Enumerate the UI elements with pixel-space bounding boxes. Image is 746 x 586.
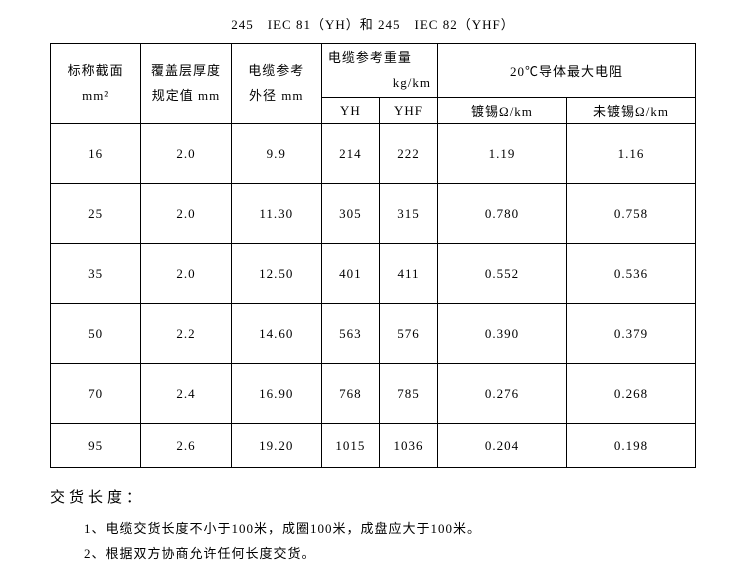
delivery-title: 交货长度： <box>50 486 696 507</box>
table-body: 162.09.92142221.191.16 252.011.303053150… <box>51 124 696 468</box>
spec-table: 标称截面 mm² 覆盖层厚度 规定值 mm 电缆参考 外径 mm <box>50 43 696 468</box>
th-yh: YH <box>321 98 379 124</box>
th-yhf: YHF <box>379 98 437 124</box>
table-row: 252.011.303053150.7800.758 <box>51 184 696 244</box>
page-title: 245 IEC 81（YH）和 245 IEC 82（YHF） <box>50 14 696 33</box>
th-weight: 电缆参考重量 kg/km <box>321 44 437 98</box>
table-row: 952.619.20101510360.2040.198 <box>51 424 696 468</box>
table-row: 702.416.907687850.2760.268 <box>51 364 696 424</box>
note-1: 1、电缆交货长度不小于100米，成圈100米，成盘应大于100米。 <box>84 517 696 542</box>
table-row: 162.09.92142221.191.16 <box>51 124 696 184</box>
th-od: 电缆参考 外径 mm <box>231 44 321 124</box>
delivery-notes: 1、电缆交货长度不小于100米，成圈100米，成盘应大于100米。 2、根据双方… <box>84 517 696 566</box>
th-thickness: 覆盖层厚度 规定值 mm <box>141 44 231 124</box>
table-row: 502.214.605635760.3900.379 <box>51 304 696 364</box>
table-row: 352.012.504014110.5520.536 <box>51 244 696 304</box>
th-untinned: 未镀锡Ω/km <box>566 98 695 124</box>
th-tinned: 镀锡Ω/km <box>437 98 566 124</box>
th-nominal: 标称截面 mm² <box>51 44 141 124</box>
note-2: 2、根据双方协商允许任何长度交货。 <box>84 542 696 567</box>
th-resistance: 20℃导体最大电阻 <box>437 44 695 98</box>
